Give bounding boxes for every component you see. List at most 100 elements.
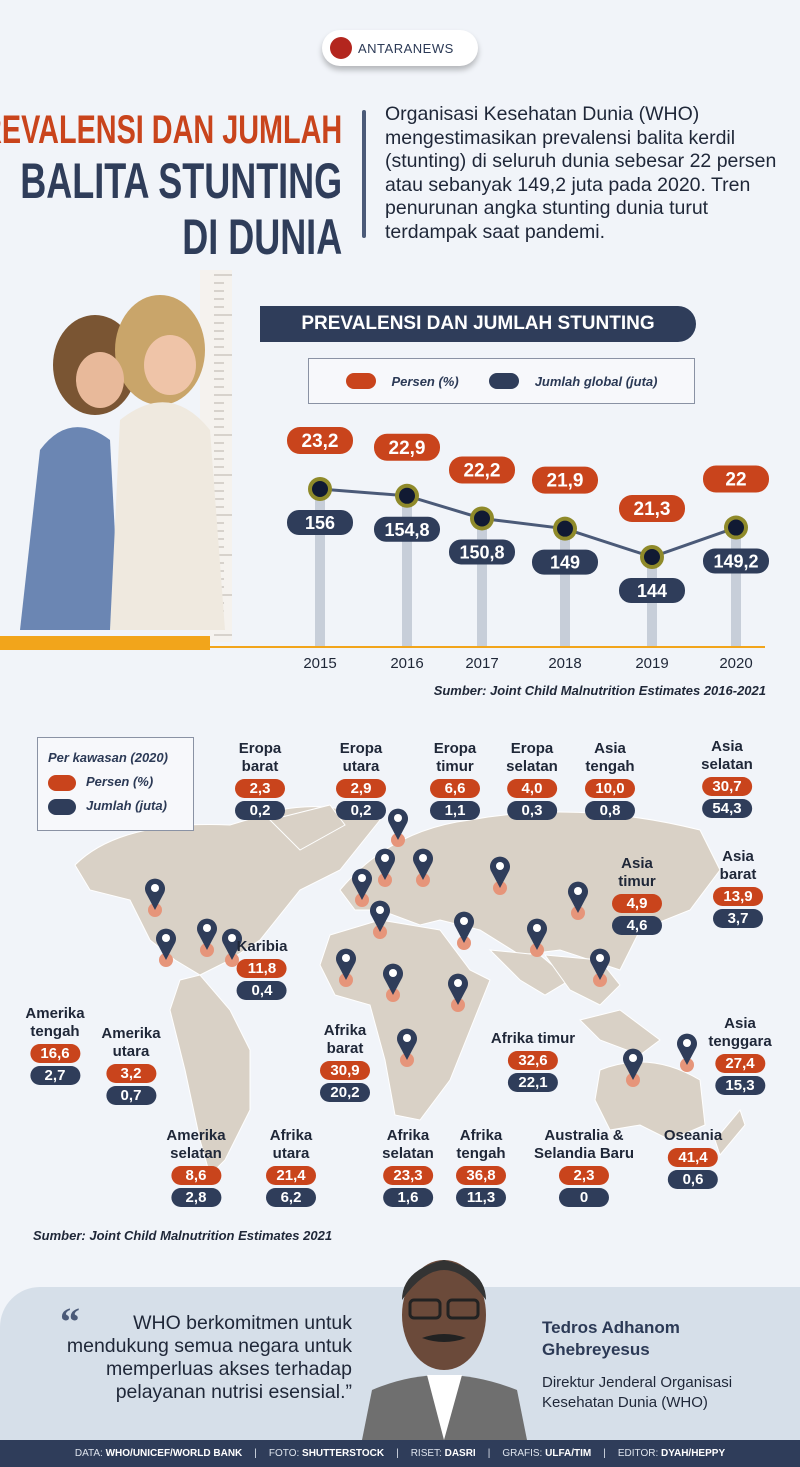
quote-mark-icon: “ (60, 1299, 80, 1344)
pin-dot (683, 1039, 691, 1047)
pin-dot (629, 1054, 637, 1062)
region-amerika-selatan: Amerika selatan 8,6 2,8 (166, 1127, 226, 1207)
location-pin-icon (448, 973, 468, 1005)
drop-line (560, 528, 570, 646)
persen-value: 30,9 (320, 1061, 370, 1080)
pin-dot (151, 884, 159, 892)
location-pin-icon (527, 918, 547, 950)
jumlah-value: 4,6 (612, 916, 662, 935)
persen-value: 11,8 (236, 959, 287, 978)
region-name: Amerika utara (101, 1025, 161, 1060)
pin-dot (454, 979, 462, 987)
jumlah-value: 0,8 (585, 801, 635, 820)
region-amerika-utara: Amerika utara 3,2 0,7 (101, 1025, 161, 1105)
region-afrika-utara: Afrika utara 21,4 6,2 (266, 1127, 316, 1207)
region-name: Afrika utara (269, 1127, 313, 1162)
jumlah-value: 0,4 (236, 981, 287, 1000)
data-point-core (312, 481, 328, 497)
location-pin-icon (370, 900, 390, 932)
speaker-role: Direktur Jenderal Organisasi Kesehatan D… (542, 1374, 733, 1411)
persen-value: 8,6 (170, 1166, 221, 1185)
persen-value: 30,7 (701, 777, 752, 796)
persen-value: 2,9 (336, 779, 386, 798)
pin-dot (342, 954, 350, 962)
jumlah-value: 3,7 (713, 909, 763, 928)
region-name: Eropa selatan (506, 740, 558, 775)
region-name: Afrika selatan (382, 1127, 434, 1162)
pin-dot (228, 934, 236, 942)
map-source: Sumber: Joint Child Malnutrition Estimat… (33, 1228, 333, 1243)
jumlah-label: 149,2 (713, 552, 758, 572)
persen-value: 4,9 (612, 894, 662, 913)
quote-text: WHO berkomitmen untuk mendukung semua ne… (66, 1312, 352, 1403)
divider (362, 110, 366, 238)
region-eropa-barat: Eropa barat 2,3 0,2 (235, 740, 285, 820)
jumlah-value: 2,7 (29, 1066, 80, 1085)
pin-dot (394, 814, 402, 822)
jumlah-value: 54,3 (701, 799, 752, 818)
drop-line (402, 495, 412, 646)
chart-source: Sumber: Joint Child Malnutrition Estimat… (433, 683, 766, 698)
jumlah-label: 154,8 (384, 520, 429, 540)
data-point-core (557, 520, 573, 537)
location-pin-icon (375, 848, 396, 880)
tedros-portrait (362, 1260, 527, 1440)
children-photo (20, 270, 232, 642)
jumlah-label-bg (619, 578, 685, 603)
region-name: Asia tengah (585, 740, 635, 775)
credit-item: DATA: WHO/UNICEF/WORLD BANK (74, 1448, 243, 1459)
persen-value: 23,3 (382, 1166, 433, 1185)
pin-dot (403, 1034, 411, 1042)
location-pin-icon (336, 948, 356, 980)
jumlah-label-bg (703, 548, 769, 574)
separator: | (396, 1448, 399, 1459)
region-eropa-selatan: Eropa selatan 4,0 0,3 (506, 740, 558, 820)
pin-dot (376, 906, 384, 914)
region-oseania: Oseania 41,4 0,6 (664, 1127, 722, 1189)
region-name: Amerika selatan (166, 1127, 226, 1162)
logo-mark-icon (330, 37, 352, 59)
persen-label: 22,9 (389, 438, 426, 459)
region-afrika-timur: Afrika timur 32,6 22,1 (491, 1030, 575, 1092)
pin-dot (419, 854, 427, 862)
accent-bar (0, 636, 210, 650)
location-pin-icon (222, 928, 242, 960)
region-name: Karibia (236, 938, 288, 955)
location-pin-icon (156, 928, 176, 960)
jumlah-value: 1,6 (382, 1188, 433, 1207)
jumlah-label: 150,8 (459, 542, 504, 562)
legend-swatch-persen (345, 373, 376, 389)
credit-item: GRAFIS: ULFA/TIM (502, 1448, 592, 1459)
jumlah-label: 149 (550, 553, 580, 573)
jumlah-value: 15,3 (714, 1076, 765, 1095)
persen-label-bg (374, 433, 440, 461)
chart-title: PREVALENSI DAN JUMLAH STUNTING (260, 306, 696, 342)
region-amerika-tengah: Amerika tengah 16,6 2,7 (25, 1005, 85, 1085)
location-pin-icon (677, 1033, 697, 1065)
persen-label: 21,9 (547, 471, 584, 492)
region-eropa-utara: Eropa utara 2,9 0,2 (336, 740, 386, 820)
x-tick-label: 2019 (635, 655, 668, 672)
credit-item: RISET: DASRI (410, 1448, 476, 1459)
persen-value: 2,3 (235, 779, 285, 798)
region-name: Oseania (663, 1127, 723, 1144)
location-pin-icon (352, 868, 372, 900)
intro-text: Organisasi Kesehatan Dunia (WHO) mengest… (385, 103, 777, 243)
region-asia-tenggara: Asia tenggara 27,4 15,3 (708, 1015, 772, 1095)
drop-line (315, 489, 325, 646)
x-tick-label: 2015 (303, 655, 336, 672)
region-name: Eropa timur (433, 740, 477, 775)
x-tick-label: 2017 (465, 655, 498, 672)
location-pin-icon (383, 963, 403, 995)
region-afrika-selatan: Afrika selatan 23,3 1,6 (382, 1127, 434, 1207)
speaker-name: Tedros Adhanom Ghebreyesus (542, 1318, 680, 1359)
region-name: Australia & Selandia Baru (533, 1127, 635, 1162)
x-tick-label: 2016 (390, 655, 423, 672)
jumlah-value: 0,3 (506, 801, 557, 820)
jumlah-label-bg (287, 510, 353, 535)
x-tick-label: 2018 (548, 655, 581, 672)
region-name: Amerika tengah (25, 1005, 85, 1040)
credit-item: FOTO: SHUTTERSTOCK (268, 1448, 385, 1459)
jumlah-value: 1,1 (430, 801, 480, 820)
location-pin-icon (454, 911, 474, 943)
